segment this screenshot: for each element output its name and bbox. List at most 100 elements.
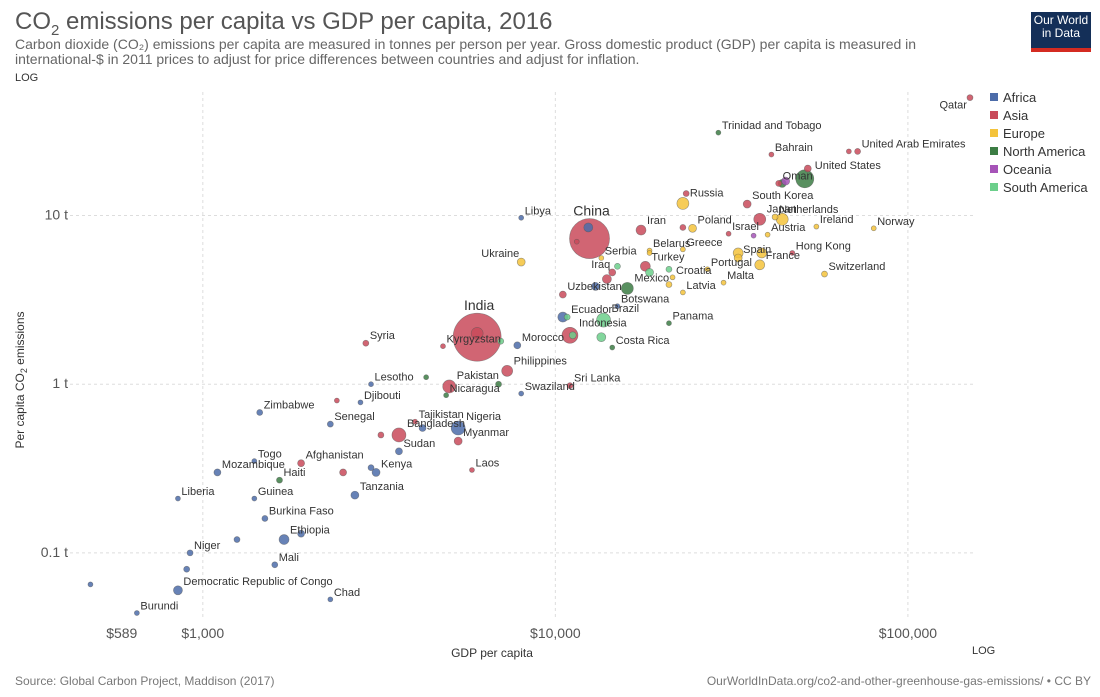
data-point-thailand[interactable]: [602, 274, 612, 284]
data-point-uganda[interactable]: [297, 529, 305, 538]
data-point-united-arab-emirates[interactable]: [854, 148, 861, 155]
data-point-chile[interactable]: [665, 266, 673, 273]
data-point-saudi-arabia[interactable]: [803, 164, 812, 173]
data-point-swaziland[interactable]: [518, 390, 524, 397]
data-point-mexico[interactable]: [621, 282, 634, 295]
data-point-uzbekistan[interactable]: [559, 290, 567, 299]
data-point-south-africa[interactable]: [583, 222, 594, 233]
data-point-chad[interactable]: [327, 596, 334, 603]
data-point-ukraine[interactable]: [516, 257, 526, 267]
data-point-romania[interactable]: [665, 281, 673, 288]
legend-item-asia[interactable]: Asia: [990, 106, 1088, 124]
data-point-argentina[interactable]: [645, 268, 654, 277]
data-point-ghana[interactable]: [418, 424, 427, 432]
data-point-botswana[interactable]: [614, 303, 621, 310]
data-point-lesotho[interactable]: [368, 381, 374, 388]
data-point-portugal[interactable]: [704, 266, 711, 273]
data-point-poland[interactable]: [688, 224, 697, 233]
data-point-syria[interactable]: [362, 339, 370, 347]
data-point-malta[interactable]: [720, 279, 727, 286]
data-point-bahrain[interactable]: [768, 151, 775, 158]
data-point-austria[interactable]: [764, 231, 771, 238]
data-point-japan[interactable]: [753, 212, 767, 226]
our-world-in-data-logo[interactable]: Our World in Data: [1031, 12, 1091, 52]
data-point-hong-kong[interactable]: [789, 250, 796, 256]
data-point-guinea[interactable]: [251, 495, 258, 502]
data-point-vietnam[interactable]: [470, 327, 484, 340]
data-point-brazil[interactable]: [596, 312, 611, 328]
legend-item-south-america[interactable]: South America: [990, 178, 1088, 196]
data-point-bulgaria[interactable]: [646, 250, 653, 256]
data-point-malawi[interactable]: [183, 565, 190, 573]
x-scale-toggle[interactable]: LOG: [972, 645, 996, 657]
data-point-new-zealand[interactable]: [750, 232, 757, 239]
data-point-nigeria[interactable]: [450, 420, 466, 436]
data-point-panama[interactable]: [666, 320, 672, 326]
data-point-philippines[interactable]: [501, 365, 513, 377]
data-point-central-african-republic[interactable]: [87, 581, 94, 588]
data-point-madagascar[interactable]: [233, 536, 241, 543]
data-point-libya[interactable]: [518, 214, 524, 221]
legend-item-north-america[interactable]: North America: [990, 142, 1088, 160]
data-point-spain[interactable]: [733, 253, 743, 263]
data-point-mongolia[interactable]: [573, 238, 580, 245]
data-point-china[interactable]: [569, 218, 610, 259]
data-point-liberia[interactable]: [175, 495, 181, 502]
data-point-sri-lanka[interactable]: [566, 382, 574, 389]
data-point-algeria[interactable]: [591, 282, 600, 291]
data-point-venezuela[interactable]: [614, 263, 621, 270]
data-point-iran[interactable]: [635, 224, 647, 236]
data-point-nepal[interactable]: [339, 468, 347, 477]
data-point-norway[interactable]: [870, 225, 877, 232]
data-point-south-korea[interactable]: [742, 199, 752, 209]
data-point-djibouti[interactable]: [357, 399, 364, 406]
data-point-colombia[interactable]: [596, 332, 607, 342]
data-point-zimbabwe[interactable]: [256, 409, 264, 416]
data-point-kyrgyzstan[interactable]: [440, 343, 446, 350]
data-point-kazakhstan[interactable]: [682, 190, 690, 197]
data-point-pakistan[interactable]: [442, 379, 457, 394]
data-point-switzerland[interactable]: [821, 270, 828, 278]
data-point-bolivia[interactable]: [497, 337, 505, 345]
data-point-kuwait[interactable]: [846, 148, 852, 155]
data-point-mozambique[interactable]: [213, 468, 222, 477]
data-point-costa-rica[interactable]: [609, 344, 616, 351]
data-point-australia[interactable]: [781, 176, 790, 186]
data-point-bangladesh[interactable]: [391, 427, 407, 443]
data-point-france[interactable]: [754, 259, 766, 271]
data-point-burkina-faso[interactable]: [261, 515, 269, 522]
data-point-russia[interactable]: [676, 197, 690, 210]
y-scale-toggle[interactable]: LOG: [15, 72, 39, 84]
data-point-kenya[interactable]: [371, 468, 381, 477]
data-point-morocco[interactable]: [513, 341, 522, 350]
data-point-afghanistan[interactable]: [297, 459, 305, 468]
data-point-mali[interactable]: [271, 561, 279, 569]
legend-item-africa[interactable]: Africa: [990, 88, 1088, 106]
data-point-yemen[interactable]: [334, 397, 340, 404]
data-point-nicaragua[interactable]: [443, 392, 449, 399]
data-point-ecuador[interactable]: [563, 313, 571, 321]
data-point-iraq[interactable]: [608, 268, 617, 277]
data-point-sudan[interactable]: [395, 447, 403, 456]
data-point-qatar[interactable]: [966, 94, 974, 101]
data-point-democratic-republic-of-congo[interactable]: [173, 585, 183, 596]
legend-item-europe[interactable]: Europe: [990, 124, 1088, 142]
data-point-netherlands[interactable]: [771, 213, 779, 221]
data-point-tanzania[interactable]: [350, 490, 360, 500]
data-point-croatia[interactable]: [669, 274, 676, 281]
data-point-cambodia[interactable]: [377, 431, 385, 439]
data-point-senegal[interactable]: [327, 420, 334, 428]
data-point-laos[interactable]: [469, 467, 475, 473]
data-point-israel[interactable]: [725, 230, 732, 237]
data-point-ethiopia[interactable]: [278, 534, 290, 545]
data-point-cameroon[interactable]: [367, 464, 375, 471]
data-point-burundi[interactable]: [134, 610, 140, 616]
data-point-trinidad-and-tobago[interactable]: [715, 129, 722, 136]
data-point-tajikistan[interactable]: [412, 418, 418, 425]
data-point-latvia[interactable]: [680, 289, 686, 296]
data-point-myanmar[interactable]: [453, 436, 463, 446]
source-link[interactable]: OurWorldInData.org/co2-and-other-greenho…: [706, 674, 1091, 688]
data-point-oman[interactable]: [775, 180, 782, 187]
data-point-greece[interactable]: [680, 246, 686, 253]
data-point-guatemala[interactable]: [495, 380, 502, 388]
